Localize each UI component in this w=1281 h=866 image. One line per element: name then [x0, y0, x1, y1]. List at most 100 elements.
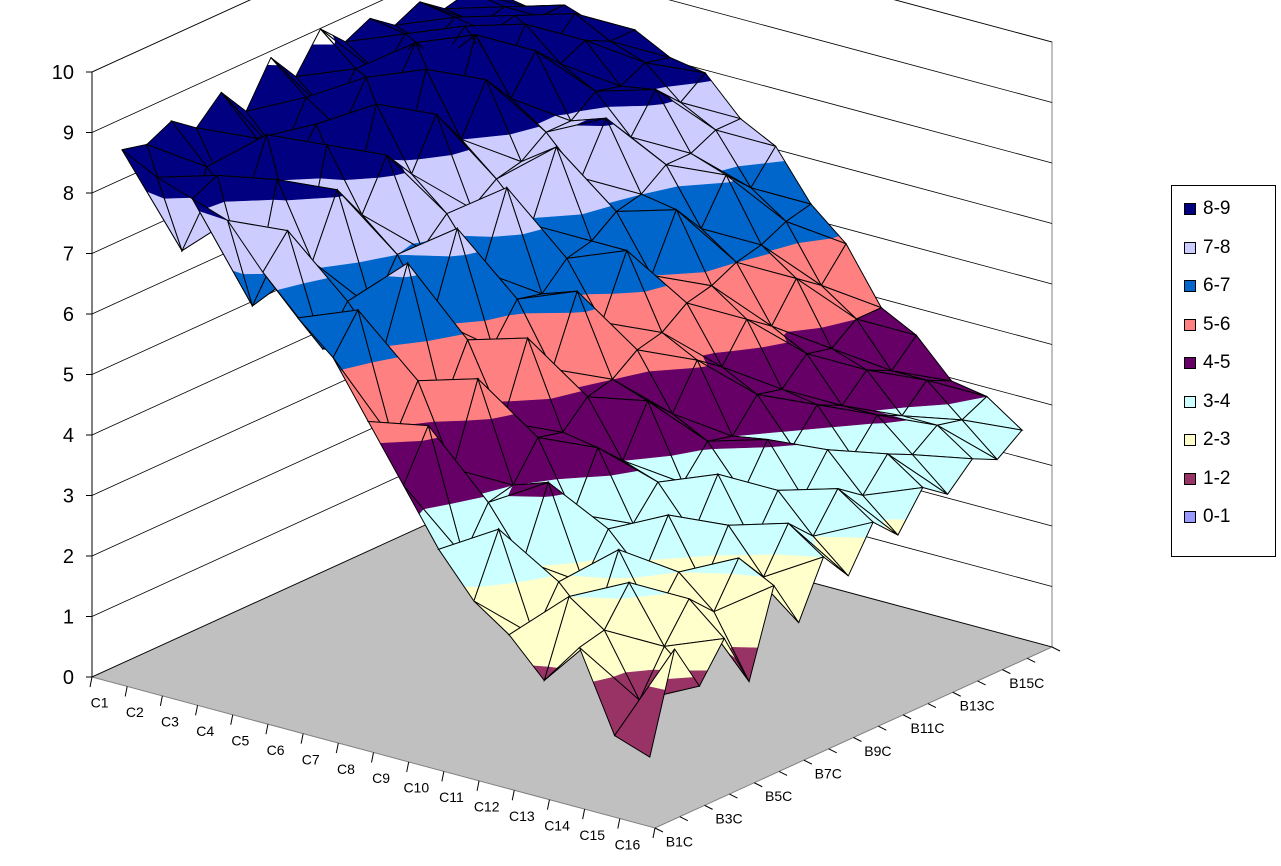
- z-tick-label: 1: [63, 607, 74, 629]
- x-tick: [406, 761, 410, 773]
- x-tick: [124, 686, 128, 697]
- y-tick: [977, 680, 986, 686]
- x-tick: [441, 771, 445, 782]
- x-tick-label: C16: [615, 836, 641, 852]
- legend-swatch: [1184, 472, 1196, 485]
- z-tick-label: 2: [63, 546, 74, 568]
- x-tick: [230, 714, 234, 725]
- legend-swatch: [1184, 241, 1196, 254]
- x-tick-label: C10: [403, 780, 429, 796]
- x-tick-label: C2: [126, 704, 144, 720]
- y-tick: [902, 714, 912, 720]
- legend-label: 6-7: [1203, 275, 1231, 296]
- x-tick: [476, 780, 480, 791]
- x-tick: [335, 742, 339, 754]
- legend-label: 4-5: [1203, 352, 1231, 373]
- legend-swatch: [1184, 511, 1196, 523]
- x-tick: [617, 818, 621, 829]
- legend: 8-9 7-8 6-7 5-6 4-5 3-4 2-3 1-2 0-1: [1171, 185, 1276, 557]
- y-tick: [778, 770, 788, 776]
- z-tick-label: 10: [52, 62, 74, 84]
- x-tick: [582, 809, 586, 820]
- y-tick: [754, 782, 763, 788]
- y-tick-label: B5C: [765, 788, 792, 804]
- x-axis: C1 C2 C3 C4 C5 C6 C7 C8 C9 C10 C11 C12 C13 C14 C15 C16: [89, 676, 656, 852]
- y-tick: [729, 793, 738, 799]
- x-tick-label: C6: [267, 742, 285, 758]
- y-tick: [952, 691, 961, 697]
- surface-chart: 0 1 2 3 4 5 6 7 8 9 10 C1 C2 C3 C4 C5 C6 C7 C8 C9 C10 C11 C12…: [52, 0, 1061, 852]
- y-tick: [1051, 646, 1061, 652]
- legend-label: 7-8: [1203, 236, 1231, 258]
- legend-swatch: [1184, 434, 1196, 446]
- y-tick-label: B1C: [666, 833, 693, 849]
- y-tick: [1026, 657, 1036, 663]
- z-tick-label: 0: [63, 667, 74, 689]
- z-tick-label: 3: [63, 486, 74, 508]
- x-tick-label: C4: [196, 723, 214, 739]
- z-tick-label: 7: [63, 244, 74, 266]
- z-tick-label: 9: [63, 123, 74, 145]
- x-tick: [300, 733, 304, 744]
- y-tick: [1002, 669, 1011, 675]
- z-tick-label: 4: [63, 425, 74, 447]
- x-tick-label: C9: [372, 770, 390, 786]
- legend-item: 2-3: [1184, 429, 1230, 451]
- y-tick: [704, 804, 713, 810]
- legend-label: 1-2: [1203, 467, 1231, 489]
- x-tick-label: C1: [91, 695, 109, 711]
- legend-label: 5-6: [1203, 313, 1231, 335]
- x-tick: [159, 695, 163, 706]
- z-axis: 0 1 2 3 4 5 6 7 8 9 10: [52, 62, 93, 689]
- y-tick: [927, 703, 937, 709]
- legend-item: 5-6: [1184, 314, 1230, 336]
- y-tick-label: B11C: [911, 720, 945, 736]
- z-tick-label: 5: [63, 365, 74, 387]
- y-tick: [853, 737, 862, 742]
- x-tick-label: C14: [544, 817, 570, 833]
- y-tick-label: B7C: [815, 765, 842, 781]
- surface-plot: [121, 0, 1024, 758]
- legend-swatch: [1184, 357, 1196, 369]
- legend-item: 0-1: [1184, 506, 1230, 528]
- x-tick-label: C8: [337, 761, 355, 777]
- z-tick-label: 8: [63, 183, 74, 205]
- x-tick-label: C7: [302, 751, 320, 767]
- surface-facet: [613, 648, 676, 758]
- legend-label: 8-9: [1203, 198, 1231, 219]
- y-tick: [679, 816, 689, 822]
- x-tick: [265, 724, 269, 735]
- legend-swatch: [1184, 318, 1196, 331]
- x-tick-label: C11: [439, 789, 464, 805]
- x-tick: [511, 790, 515, 801]
- y-axis: B1C B3C B5C B7C B9C B11C B13C B15C: [654, 646, 1061, 849]
- x-tick-label: C3: [161, 714, 179, 730]
- z-tick-label: 6: [63, 304, 74, 326]
- legend-label: 0-1: [1203, 506, 1231, 527]
- legend-label: 3-4: [1203, 390, 1231, 412]
- legend-item: 4-5: [1184, 352, 1230, 374]
- x-tick: [89, 676, 93, 688]
- y-tick: [654, 827, 664, 833]
- legend-item: 1-2: [1184, 468, 1230, 490]
- y-tick-label: B3C: [715, 811, 742, 827]
- legend-label: 2-3: [1203, 429, 1231, 450]
- y-tick-label: B9C: [864, 743, 891, 759]
- z-gridline: [91, 0, 1053, 133]
- x-tick: [546, 799, 550, 810]
- x-tick-label: C15: [579, 827, 605, 843]
- y-tick: [803, 759, 813, 765]
- x-tick-label: C12: [474, 799, 500, 815]
- x-tick-label: C13: [509, 808, 535, 824]
- x-tick: [371, 752, 374, 763]
- y-tick: [878, 725, 887, 731]
- legend-swatch: [1184, 280, 1196, 292]
- x-tick-label: C5: [231, 732, 249, 748]
- legend-item: 3-4: [1184, 391, 1230, 413]
- x-tick: [195, 705, 199, 716]
- legend-swatch: [1184, 395, 1196, 408]
- x-tick: [652, 827, 656, 839]
- y-tick: [828, 748, 837, 754]
- y-tick-label: B15C: [1009, 675, 1044, 691]
- z-gridline: [91, 0, 1053, 73]
